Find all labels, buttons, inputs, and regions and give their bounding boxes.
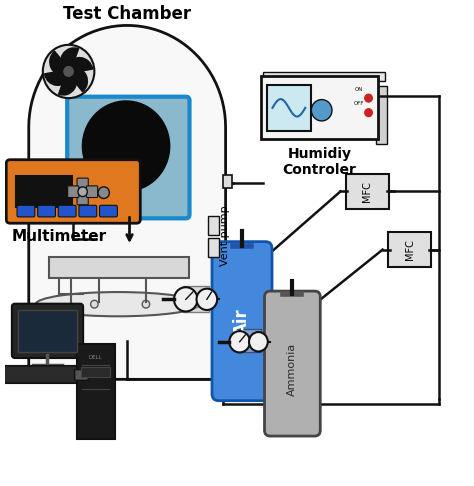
FancyBboxPatch shape <box>73 103 97 212</box>
Circle shape <box>98 187 109 198</box>
Wedge shape <box>45 71 70 86</box>
Wedge shape <box>50 51 65 76</box>
Wedge shape <box>61 48 79 70</box>
FancyBboxPatch shape <box>77 193 88 205</box>
FancyBboxPatch shape <box>81 367 110 378</box>
Text: Multimeter: Multimeter <box>12 229 107 244</box>
PathPatch shape <box>29 25 226 380</box>
FancyBboxPatch shape <box>126 103 149 212</box>
FancyBboxPatch shape <box>267 85 311 131</box>
FancyBboxPatch shape <box>16 176 73 207</box>
FancyBboxPatch shape <box>77 178 88 190</box>
FancyBboxPatch shape <box>6 160 140 223</box>
Wedge shape <box>72 67 87 92</box>
Text: MFC: MFC <box>363 181 373 202</box>
Text: Air: Air <box>233 308 251 334</box>
FancyBboxPatch shape <box>17 205 35 217</box>
FancyBboxPatch shape <box>263 72 385 81</box>
Text: Test Chamber: Test Chamber <box>63 5 191 23</box>
Text: Vent pump: Vent pump <box>220 206 230 266</box>
Circle shape <box>365 109 372 117</box>
Text: MFC: MFC <box>404 239 415 260</box>
FancyBboxPatch shape <box>79 205 97 217</box>
Ellipse shape <box>36 292 200 316</box>
FancyBboxPatch shape <box>4 366 91 383</box>
FancyBboxPatch shape <box>86 186 98 197</box>
Circle shape <box>142 300 150 308</box>
FancyBboxPatch shape <box>375 86 387 144</box>
FancyBboxPatch shape <box>183 286 209 312</box>
Circle shape <box>311 100 332 121</box>
FancyBboxPatch shape <box>261 76 378 139</box>
Wedge shape <box>67 58 92 71</box>
FancyBboxPatch shape <box>75 370 88 381</box>
Text: Humidiy
Controler: Humidiy Controler <box>283 147 356 177</box>
FancyBboxPatch shape <box>37 205 55 217</box>
FancyBboxPatch shape <box>100 205 118 217</box>
FancyBboxPatch shape <box>237 329 261 352</box>
Circle shape <box>91 300 98 308</box>
Circle shape <box>43 45 94 98</box>
FancyBboxPatch shape <box>223 175 232 188</box>
FancyBboxPatch shape <box>58 205 76 217</box>
Circle shape <box>64 67 73 76</box>
Text: ON: ON <box>355 87 364 92</box>
FancyBboxPatch shape <box>388 232 431 267</box>
FancyBboxPatch shape <box>68 186 79 197</box>
FancyBboxPatch shape <box>67 97 190 218</box>
Text: OFF: OFF <box>354 102 365 106</box>
Circle shape <box>229 331 250 352</box>
Wedge shape <box>59 72 77 95</box>
FancyBboxPatch shape <box>77 344 115 439</box>
FancyBboxPatch shape <box>12 304 83 358</box>
Text: Ammonia: Ammonia <box>287 342 297 396</box>
FancyBboxPatch shape <box>208 238 219 257</box>
Circle shape <box>249 332 268 351</box>
Circle shape <box>197 289 217 310</box>
FancyBboxPatch shape <box>49 257 189 278</box>
FancyBboxPatch shape <box>18 310 77 352</box>
FancyBboxPatch shape <box>114 190 138 209</box>
FancyBboxPatch shape <box>152 103 175 212</box>
FancyBboxPatch shape <box>212 242 272 400</box>
Text: DELL: DELL <box>89 355 102 360</box>
FancyBboxPatch shape <box>208 216 219 235</box>
Circle shape <box>365 94 372 102</box>
Circle shape <box>174 287 198 312</box>
FancyBboxPatch shape <box>100 103 123 212</box>
FancyBboxPatch shape <box>346 174 389 208</box>
FancyBboxPatch shape <box>264 291 320 436</box>
Circle shape <box>82 101 170 191</box>
Circle shape <box>78 187 87 196</box>
